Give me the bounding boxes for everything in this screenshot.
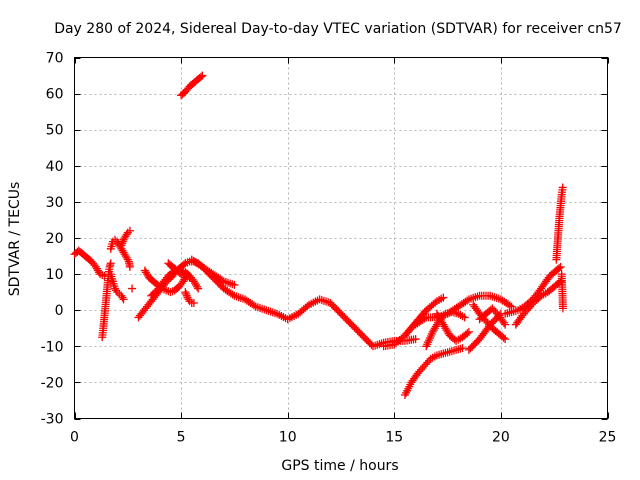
data-point: [556, 262, 565, 271]
data-point: [93, 266, 102, 275]
data-point: [217, 276, 226, 285]
data-point: [125, 226, 134, 235]
chart-title: Day 280 of 2024, Sidereal Day-to-day VTE…: [54, 21, 622, 37]
data-point: [420, 314, 429, 323]
data-point: [249, 301, 258, 310]
y-tick-label: -10: [41, 339, 64, 355]
data-point: [460, 313, 469, 322]
data-point: [123, 255, 132, 264]
data-point: [182, 289, 191, 298]
series-trace-f: [128, 284, 137, 293]
data-point: [411, 335, 420, 344]
data-point: [128, 284, 137, 293]
series-trace-d: [117, 226, 134, 250]
series-trace-y: [552, 183, 567, 264]
data-point: [558, 304, 567, 313]
data-point: [228, 290, 237, 299]
y-tick-label: -30: [41, 412, 64, 428]
x-tick-labels: 0 5 10 15 20 25: [70, 430, 616, 446]
data-point: [501, 320, 510, 329]
data-point: [458, 344, 467, 353]
data-point: [192, 280, 201, 289]
y-tick-label: 40: [46, 159, 64, 175]
series-trace-c: [106, 235, 134, 271]
data-point: [499, 318, 508, 327]
data-point: [142, 270, 151, 279]
data-point: [505, 301, 514, 310]
y-tick-label: 70: [46, 51, 64, 67]
series-trace-w: [501, 262, 565, 318]
series-trace-m: [198, 262, 420, 351]
y-tick-label: 10: [46, 267, 64, 283]
series-trace-v: [475, 304, 510, 329]
plot-frame: [74, 57, 608, 419]
data-point: [230, 280, 239, 289]
y-tick-labels: -30 -20 -10 0 10 20 30 40 50 60 70: [41, 51, 64, 428]
y-tick-label: 60: [46, 87, 64, 103]
x-tick-label: 15: [385, 430, 403, 446]
data-point: [463, 296, 472, 305]
x-tick-label: 0: [70, 430, 79, 446]
grid-lines: [74, 57, 608, 419]
data-point: [193, 282, 202, 291]
data-point: [439, 293, 448, 302]
data-point: [183, 293, 192, 302]
series-trace-k: [181, 288, 198, 307]
data-point: [118, 239, 127, 248]
series-trace-o: [400, 344, 467, 400]
series-trace-j: [164, 259, 194, 282]
x-tick-label: 10: [279, 430, 297, 446]
data-point: [196, 72, 205, 81]
y-tick-label: 20: [46, 231, 64, 247]
data-point: [106, 259, 115, 268]
x-tick-label: 20: [492, 430, 510, 446]
data-point: [501, 335, 510, 344]
series-trace-l: [177, 71, 207, 100]
series-trace-s: [411, 291, 516, 329]
data-point: [198, 71, 207, 80]
data-point: [117, 241, 126, 250]
series-trace-e: [106, 270, 128, 304]
series-trace-n: [187, 255, 239, 289]
series-trace-z: [557, 270, 567, 313]
y-tick-label: -20: [41, 375, 64, 391]
data-point: [189, 298, 198, 307]
series-trace-x: [511, 277, 565, 329]
data-point: [558, 183, 567, 192]
y-tick-label: 0: [55, 303, 64, 319]
y-tick-label: 30: [46, 195, 64, 211]
data-point: [118, 237, 127, 246]
x-tick-label: 5: [177, 430, 186, 446]
data-point: [555, 264, 564, 273]
data-point: [118, 293, 127, 302]
series-trace-a: [70, 246, 109, 280]
y-axis-label: SDTVAR / TECUs: [7, 182, 23, 297]
data-points: [70, 71, 567, 400]
axis-ticks: [74, 57, 609, 420]
data-point: [464, 327, 473, 336]
data-point: [119, 295, 128, 304]
data-point: [194, 284, 203, 293]
data-point: [182, 291, 191, 300]
data-point: [125, 262, 134, 271]
data-point: [499, 333, 508, 342]
data-point: [463, 329, 472, 338]
x-axis-label: GPS time / hours: [281, 458, 398, 474]
x-tick-label: 25: [599, 430, 617, 446]
data-point: [117, 291, 126, 300]
y-tick-label: 50: [46, 123, 64, 139]
data-point: [185, 273, 194, 282]
data-point: [181, 288, 190, 297]
